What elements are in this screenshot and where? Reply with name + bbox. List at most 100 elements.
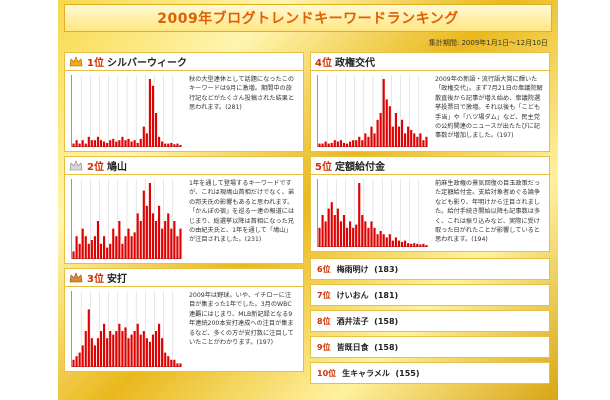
sparkline-bar: [373, 133, 376, 147]
rank-number: 5位: [315, 162, 332, 173]
sparkline-bar: [139, 334, 142, 367]
sparkline-bar: [321, 215, 324, 247]
rank-number: 8位: [317, 316, 331, 326]
rank-keyword: 皆既日食: [336, 342, 369, 352]
sparkline-bar: [170, 228, 173, 259]
rank-keyword: シルバーウィーク: [106, 58, 187, 69]
sparkline-chart: [71, 75, 182, 147]
sparkline-bar: [130, 236, 133, 259]
sparkline-bar: [394, 113, 397, 147]
sparkline-bar: [361, 215, 364, 247]
sparkline-bar: [90, 338, 93, 367]
sparkline-bar: [404, 240, 407, 247]
sparkline-bar: [139, 138, 142, 147]
sparkline-bar: [336, 208, 339, 247]
sparkline-bar: [118, 221, 121, 259]
sparkline-bar: [364, 221, 367, 247]
rank-keyword: 酒井法子: [336, 316, 369, 326]
sparkline-bar: [379, 231, 382, 247]
sparkline-bar: [361, 140, 364, 147]
sparkline-bar: [151, 213, 155, 259]
sparkline-bar: [96, 136, 100, 147]
sparkline-bar: [342, 142, 346, 147]
sparkline-bar: [370, 126, 373, 147]
ranking-card-4[interactable]: 4位 政権交代 2009年の新語・流行語大賞に輝いた「政権交代」。まず7月21日…: [310, 52, 550, 152]
ranking-row-6[interactable]: 6位 梅雨明け (183): [310, 258, 550, 280]
ranking-description: 前麻生政権の景気回復の目玉政策だった定額給付金。支給対象者めぐる論争なども影り、…: [435, 180, 541, 244]
sparkline-bar: [349, 141, 352, 147]
sparkline-bar: [115, 141, 118, 147]
ranking-card-2[interactable]: 2位 鳩山 1年を通して登場するキーワードですが、これは現鳩山首相だけでなく、弟…: [64, 156, 304, 264]
sparkline-bar: [154, 331, 158, 367]
sparkline-bar: [324, 221, 327, 247]
sparkline-bar: [407, 126, 410, 147]
ranking-card-5[interactable]: 5位 定額給付金 前麻生政権の景気回復の目玉政策だった定額給付金。支給対象者めぐ…: [310, 156, 550, 252]
rank-number: 10位: [317, 368, 337, 378]
sparkline-bar: [179, 363, 182, 367]
sparkline-bar: [106, 142, 109, 147]
sparkline-bar: [139, 221, 142, 259]
sparkline-bar: [72, 251, 75, 259]
sparkline-bar: [93, 236, 96, 259]
sparkline-bar: [397, 126, 401, 147]
sparkline-bar: [127, 338, 130, 367]
sparkline-bar: [121, 331, 124, 367]
sparkline-bar: [121, 136, 124, 147]
sparkline-bar: [370, 221, 373, 247]
sparkline-bar: [394, 237, 397, 247]
ranking-row-7[interactable]: 7位 けいおん (181): [310, 284, 550, 306]
sparkline-bar: [176, 143, 179, 147]
sparkline-bar: [355, 140, 358, 147]
sparkline-bar: [385, 237, 388, 247]
sparkline-bar: [355, 224, 358, 247]
sparkline-bar: [72, 143, 75, 147]
sparkline-bar: [324, 141, 327, 147]
sparkline-bar: [112, 228, 115, 259]
sparkline-bar: [425, 245, 428, 247]
sparkline-bar: [136, 142, 139, 147]
page-title: 2009年ブログトレンドキーワードランキング: [157, 11, 459, 27]
rank-count: (183): [374, 264, 399, 274]
sparkline-bar: [151, 85, 155, 147]
sparkline-chart: [71, 291, 182, 367]
sparkline-bar: [112, 138, 115, 147]
ranking-row-10[interactable]: 10位 生キャラメル (155): [310, 362, 550, 384]
sparkline-bar: [78, 243, 81, 259]
sparkline-bar: [75, 140, 78, 147]
sparkline-bar: [103, 323, 106, 367]
ranking-row-9[interactable]: 9位 皆既日食 (158): [310, 336, 550, 358]
sparkline-bar: [124, 327, 127, 367]
sparkline-bar: [404, 133, 407, 147]
sparkline-bar: [385, 99, 388, 147]
sparkline-bar: [416, 243, 419, 247]
ranking-card-1[interactable]: 1位 シルバーウィーク 秋の大型連休として話題になったこのキーワードは9月に激増…: [64, 52, 304, 152]
sparkline-bar: [158, 323, 161, 367]
sparkline-bar: [142, 331, 145, 367]
rank-number: 9位: [317, 342, 331, 352]
sparkline-bar: [339, 140, 342, 147]
sparkline-bar: [151, 334, 155, 367]
sparkline-bar: [87, 136, 90, 147]
sparkline-bar: [327, 143, 330, 147]
sparkline-bar: [96, 221, 100, 259]
sparkline-bar: [109, 243, 112, 259]
sparkline-bar: [425, 136, 428, 147]
sparkline-bar: [154, 221, 158, 259]
sparkline-bar: [136, 213, 139, 259]
rank-keyword: 鳩山: [106, 162, 127, 173]
sparkline-bar: [170, 142, 173, 147]
sparkline-bar: [388, 106, 391, 147]
ranking-card-3[interactable]: 3位 安打 2009年は野球。いや、イチローに注目が集まった1年でした。3月のW…: [64, 268, 304, 372]
sparkline-bar: [99, 140, 103, 147]
ranking-card-header: 5位 定額給付金: [311, 157, 549, 175]
sparkline-bar: [388, 234, 391, 247]
ranking-row-8[interactable]: 8位 酒井法子 (158): [310, 310, 550, 332]
rank-keyword: 安打: [106, 274, 127, 285]
sparkline-bar: [376, 234, 379, 247]
sparkline-bar: [330, 142, 333, 147]
sparkline-bar: [391, 240, 394, 247]
sparkline-bar: [373, 227, 376, 247]
sparkline-bar: [422, 243, 425, 247]
sparkline-bar: [109, 140, 112, 147]
sparkline-bar: [333, 140, 336, 147]
